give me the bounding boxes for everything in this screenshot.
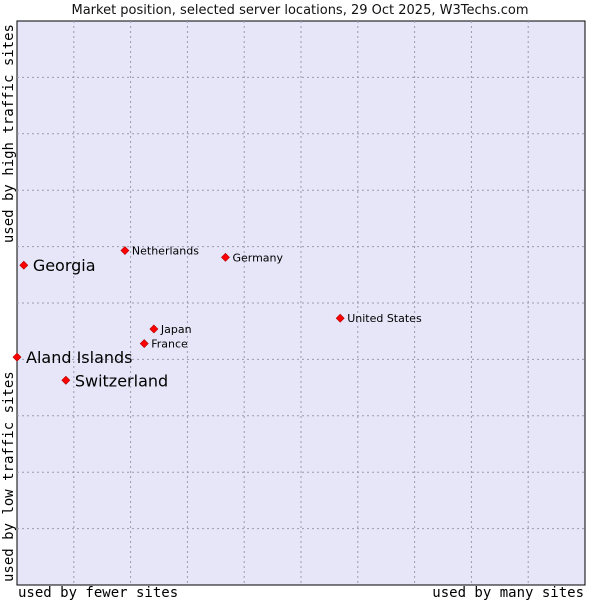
point-marker-netherlands [120, 246, 130, 255]
point-marker-germany [221, 252, 230, 262]
x-axis-label-left: used by fewer sites [18, 585, 178, 600]
data-points: Netherlands Germany Georgia United States Ja… [12, 245, 422, 390]
point-marker-switzerland [61, 375, 71, 385]
chart-title: Market position, selected server locatio… [71, 3, 528, 18]
point-marker-georgia [19, 260, 29, 270]
x-axis-label-right: used by many sites [432, 585, 584, 600]
y-axis-label-top: used by high traffic sites [1, 24, 17, 243]
point-label-georgia: Georgia [33, 256, 96, 275]
y-axis-label-bottom: used by low traffic sites [1, 371, 17, 582]
grid-lines [17, 21, 585, 585]
point-marker-aland-islands [12, 352, 22, 362]
point-label-netherlands: Netherlands [132, 245, 199, 258]
point-label-switzerland: Switzerland [75, 371, 168, 390]
point-label-japan: Japan [160, 323, 192, 336]
point-marker-united-states [335, 313, 345, 323]
point-marker-france [139, 339, 149, 349]
point-label-aland-islands: Aland Islands [26, 348, 133, 367]
point-marker-japan [149, 324, 159, 334]
point-label-france: France [151, 338, 188, 351]
point-label-germany: Germany [232, 251, 283, 264]
point-label-united-states: United States [347, 312, 422, 325]
